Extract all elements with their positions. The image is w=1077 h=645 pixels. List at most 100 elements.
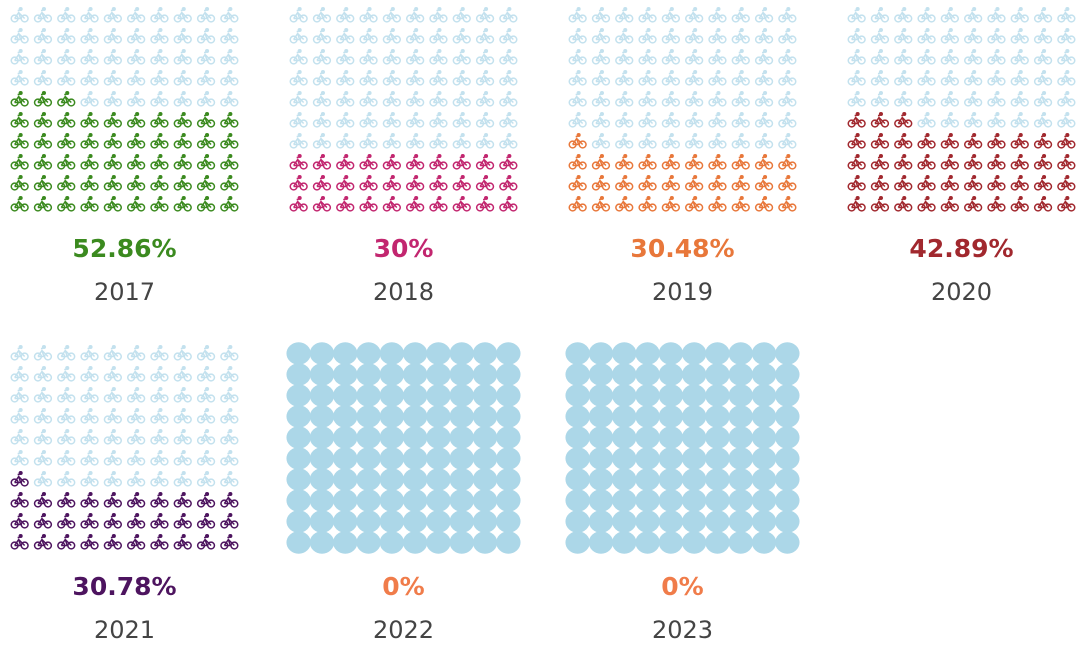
bicycle-icon [150, 386, 169, 403]
frame [200, 536, 212, 547]
bicycle-icon [452, 27, 471, 44]
frame [37, 473, 49, 484]
rider-head [763, 132, 768, 138]
bicycle-icon [80, 365, 99, 382]
frame [83, 347, 96, 358]
rider-head [786, 90, 791, 96]
frame [897, 93, 909, 104]
bicycle-icon [917, 6, 936, 23]
rider-head [925, 111, 930, 117]
circle-icon [402, 510, 428, 533]
frame [153, 30, 165, 41]
frame [618, 177, 630, 188]
rider-head [739, 195, 744, 201]
rider-head [739, 48, 744, 54]
circle-icon [356, 342, 381, 365]
bicycle-icon [336, 153, 355, 170]
frame [177, 347, 189, 358]
bicycle-icon [778, 90, 797, 107]
frame [107, 473, 119, 484]
frame [432, 72, 444, 83]
rider-head [297, 48, 302, 54]
rider-head [414, 174, 419, 180]
rider-head [507, 153, 512, 159]
bicycle-icon [196, 365, 216, 382]
rider-head [972, 132, 977, 138]
frame [223, 114, 235, 125]
frame [758, 9, 770, 20]
frame [386, 51, 398, 62]
frame [14, 198, 26, 209]
frame [14, 473, 26, 484]
bicycle-icon [220, 195, 239, 212]
rider-head [65, 491, 70, 497]
rider-head [623, 153, 628, 159]
frame [409, 135, 421, 146]
bicycle-icon [150, 111, 169, 128]
frame [758, 135, 770, 146]
bicycle-icon [80, 174, 99, 191]
rider-head [41, 27, 47, 33]
rider-head [135, 512, 140, 518]
bicycle-icon [661, 174, 680, 191]
rider-head [158, 386, 163, 392]
rider-head [135, 407, 140, 413]
percent-label: 30.48% [630, 234, 734, 263]
frame [409, 30, 421, 41]
rider-head [1018, 48, 1023, 54]
rider-head [902, 27, 907, 33]
rider-head [158, 533, 163, 539]
frame [502, 9, 514, 20]
rider-head [646, 27, 651, 33]
bicycle-icon [10, 174, 29, 191]
frame [967, 93, 979, 104]
rider-head [693, 27, 698, 33]
frame [781, 114, 793, 125]
rider-head [205, 344, 210, 350]
frame [1060, 177, 1072, 188]
rider-head [18, 132, 23, 138]
circle-icon [635, 384, 660, 407]
frame [37, 368, 49, 379]
bicycle-icon [10, 533, 29, 550]
circle-icon [379, 426, 405, 449]
bicycle-icon [615, 111, 634, 128]
bicycle-icon [103, 111, 122, 128]
rider-head [111, 386, 116, 392]
bicycle-icon [429, 195, 448, 212]
bicycle-icon [359, 48, 378, 65]
bicycle-icon [220, 111, 239, 128]
frame [316, 72, 328, 83]
circle-icon [379, 489, 405, 512]
rider-head [205, 470, 210, 476]
frame [595, 114, 607, 125]
frame [107, 9, 119, 20]
bicycle-icon [220, 153, 239, 170]
rider-head [437, 153, 442, 159]
bicycle-icon [870, 153, 890, 170]
circle-icon [356, 468, 381, 491]
rider-head [576, 27, 581, 33]
bicycle-icon [220, 449, 239, 466]
bicycle-icon [1033, 6, 1053, 23]
bicycle-icon [196, 27, 216, 44]
bicycle-icon [685, 153, 704, 170]
rider-head [414, 27, 419, 33]
frame [595, 72, 607, 83]
frame [130, 135, 142, 146]
rider-head [599, 6, 605, 12]
bicycle-icon [196, 449, 216, 466]
bicycle-icon [661, 6, 680, 23]
bicycle-icon [847, 195, 866, 212]
rider-head [576, 111, 581, 117]
circle-icon [612, 426, 637, 449]
rider-head [576, 90, 581, 96]
rider-head [88, 195, 93, 201]
bicycle-icon [359, 69, 378, 86]
rider-head [693, 132, 698, 138]
circle-icon [612, 405, 637, 428]
bicycle-icon [126, 365, 146, 382]
frame [200, 452, 212, 463]
bicycle-icon [1033, 132, 1053, 149]
frame [14, 156, 26, 167]
